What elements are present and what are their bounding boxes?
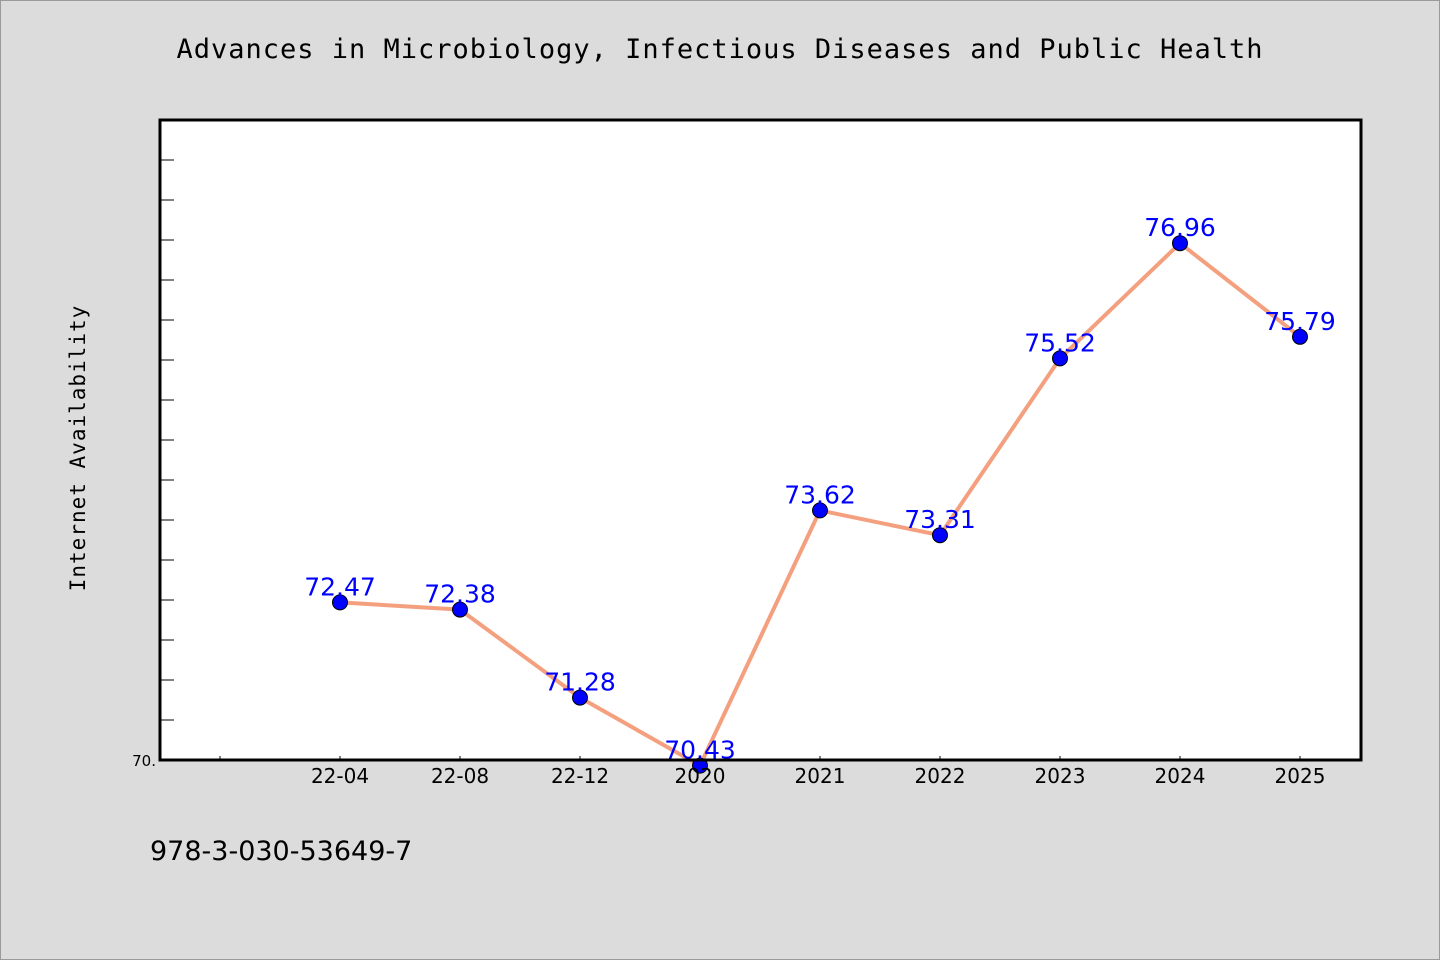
plot-frame xyxy=(158,118,1363,762)
data-label-2022: 73.31 xyxy=(904,505,976,534)
data-label-22-04: 72.47 xyxy=(304,572,376,601)
data-label-2025: 75.79 xyxy=(1264,307,1336,336)
x-tick-labels: 22-04 22-08 22-12 2020 2021 2022 2023 2024 2025 xyxy=(311,764,1326,788)
x-tick-label-2024: 2024 xyxy=(1155,764,1206,788)
x-tick-label-2025: 2025 xyxy=(1275,764,1326,788)
x-tick-label-22-08: 22-08 xyxy=(431,764,489,788)
data-point-2025 xyxy=(1292,328,1308,345)
data-point-22-12 xyxy=(572,689,588,706)
data-markers xyxy=(332,235,1308,774)
data-labels: 72.47 72.3871.2870.4373.6273.3175.5276.96… xyxy=(304,213,1336,764)
footer-isbn: 978-3-030-53649-7 xyxy=(150,836,413,867)
y-tick-label-min: 70. xyxy=(132,752,156,770)
data-point-22-08 xyxy=(452,601,468,618)
data-point-2021 xyxy=(812,502,828,519)
data-label-2023: 75.52 xyxy=(1024,328,1096,357)
x-tick-label-22-12: 22-12 xyxy=(551,764,609,788)
data-label-22-08: 72.38 xyxy=(424,580,496,609)
data-label-2021: 73.62 xyxy=(784,480,856,509)
plot-area xyxy=(160,120,1361,760)
data-label-2024: 76.96 xyxy=(1144,213,1216,242)
data-point-2020 xyxy=(692,757,708,774)
x-tick-label-2023: 2023 xyxy=(1035,764,1086,788)
x-tick-label-22-04: 22-04 xyxy=(311,764,369,788)
data-point-22-04 xyxy=(332,594,348,611)
x-tick-label-2021: 2021 xyxy=(795,764,846,788)
data-point-2023 xyxy=(1052,350,1068,367)
x-tick-label-2020: 2020 xyxy=(675,764,726,788)
data-point-2022 xyxy=(932,527,948,544)
x-tick-label-2022: 2022 xyxy=(915,764,966,788)
data-label-22-12: 71.28 xyxy=(544,668,616,697)
chart-title: Advances in Microbiology, Infectious Dis… xyxy=(176,34,1264,65)
data-point-2024 xyxy=(1172,235,1188,252)
